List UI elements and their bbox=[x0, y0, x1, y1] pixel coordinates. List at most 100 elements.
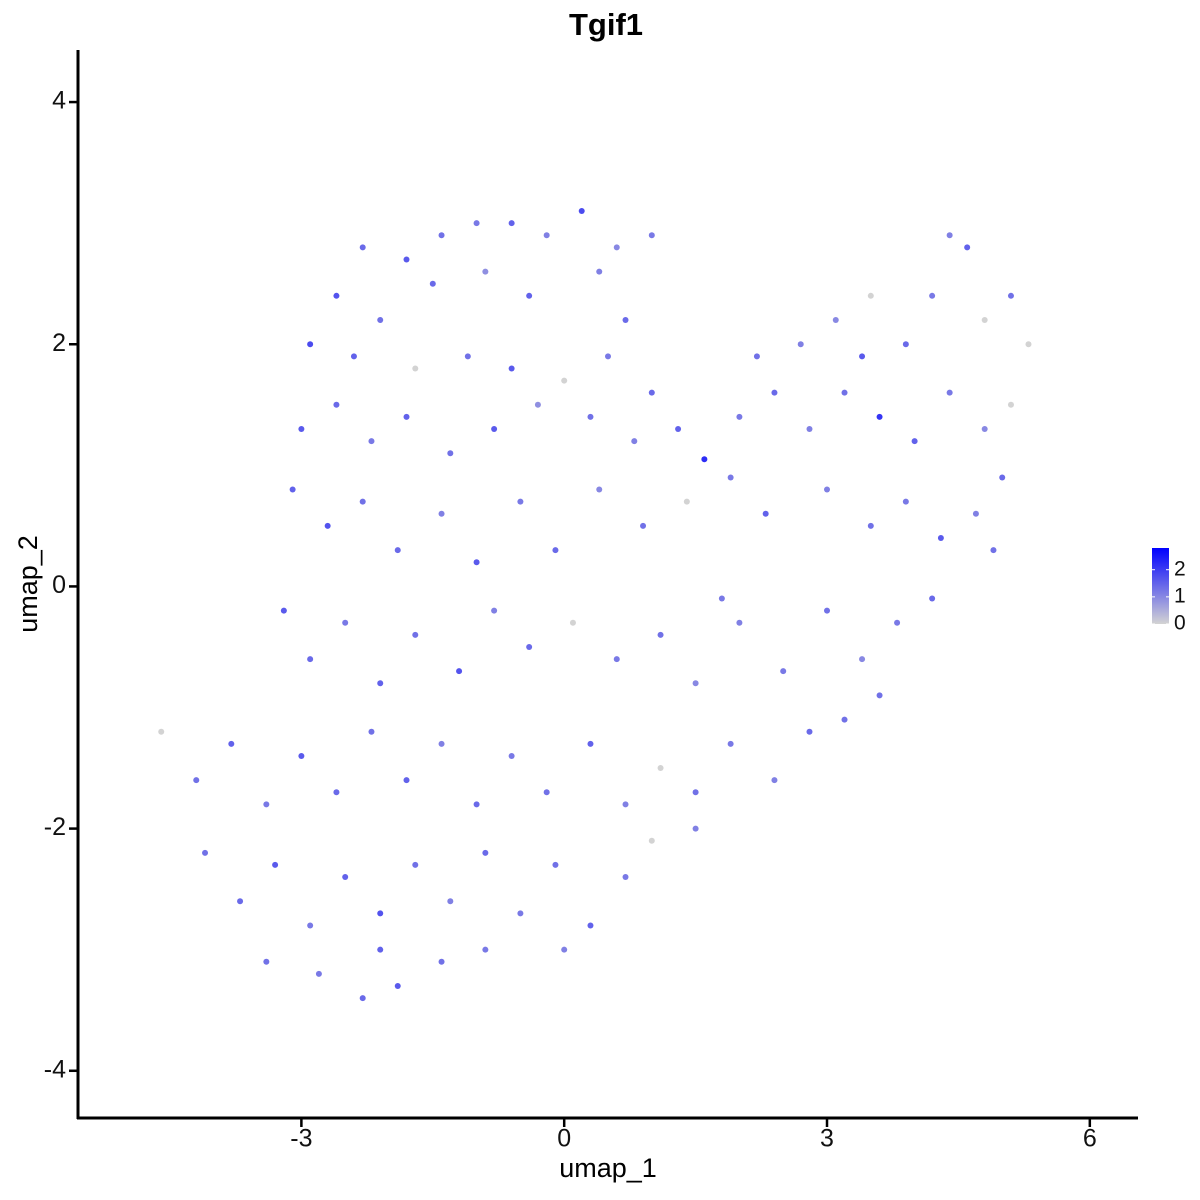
point bbox=[911, 438, 918, 445]
point bbox=[876, 413, 883, 420]
point bbox=[543, 232, 550, 239]
point bbox=[622, 317, 629, 324]
point bbox=[482, 849, 489, 856]
point bbox=[648, 389, 655, 396]
point bbox=[683, 498, 690, 505]
point bbox=[307, 922, 314, 929]
point bbox=[569, 619, 576, 626]
point bbox=[289, 486, 296, 493]
point bbox=[640, 522, 647, 529]
point bbox=[280, 607, 287, 614]
point bbox=[990, 547, 997, 554]
point bbox=[648, 232, 655, 239]
point bbox=[508, 220, 515, 227]
point bbox=[841, 716, 848, 723]
point bbox=[832, 317, 839, 324]
point bbox=[307, 341, 314, 348]
point bbox=[412, 365, 419, 372]
point bbox=[193, 777, 200, 784]
point bbox=[675, 426, 682, 433]
point bbox=[937, 534, 944, 541]
point bbox=[806, 426, 813, 433]
point bbox=[561, 377, 568, 384]
point bbox=[1025, 341, 1032, 348]
point bbox=[972, 510, 979, 517]
y-tick-label: 0 bbox=[52, 571, 66, 599]
colorbar-label: 2 bbox=[1174, 557, 1186, 580]
point bbox=[981, 317, 988, 324]
point bbox=[368, 438, 375, 445]
point bbox=[753, 353, 760, 360]
point bbox=[736, 413, 743, 420]
colorbar-label: 1 bbox=[1174, 584, 1186, 607]
point bbox=[657, 765, 664, 772]
point bbox=[438, 232, 445, 239]
point bbox=[929, 595, 936, 602]
point bbox=[727, 474, 734, 481]
point bbox=[359, 498, 366, 505]
point bbox=[438, 510, 445, 517]
point bbox=[762, 510, 769, 517]
point bbox=[902, 341, 909, 348]
point bbox=[517, 910, 524, 917]
point bbox=[377, 680, 384, 687]
point bbox=[438, 958, 445, 965]
point bbox=[824, 486, 831, 493]
y-tick-label: -4 bbox=[44, 1055, 66, 1083]
point bbox=[692, 789, 699, 796]
point bbox=[394, 983, 401, 990]
point bbox=[263, 801, 270, 808]
point bbox=[613, 244, 620, 251]
point bbox=[946, 389, 953, 396]
point bbox=[237, 898, 244, 905]
point bbox=[342, 874, 349, 881]
point bbox=[158, 728, 165, 735]
point bbox=[412, 631, 419, 638]
y-tick-label: 4 bbox=[52, 87, 66, 115]
point bbox=[298, 426, 305, 433]
point bbox=[482, 268, 489, 275]
point bbox=[324, 522, 331, 529]
point bbox=[1007, 401, 1014, 408]
point bbox=[368, 728, 375, 735]
point bbox=[377, 317, 384, 324]
point bbox=[1007, 292, 1014, 299]
point bbox=[342, 619, 349, 626]
colorbar-label: 0 bbox=[1174, 612, 1186, 635]
point bbox=[333, 401, 340, 408]
point bbox=[412, 861, 419, 868]
point bbox=[692, 680, 699, 687]
point bbox=[578, 208, 585, 215]
point bbox=[508, 752, 515, 759]
point bbox=[517, 498, 524, 505]
point bbox=[456, 668, 463, 675]
point bbox=[622, 801, 629, 808]
point bbox=[824, 607, 831, 614]
point bbox=[631, 438, 638, 445]
point bbox=[859, 353, 866, 360]
point bbox=[692, 825, 699, 832]
point bbox=[596, 268, 603, 275]
y-tick-label: 2 bbox=[52, 329, 66, 357]
point bbox=[929, 292, 936, 299]
point bbox=[867, 522, 874, 529]
point bbox=[876, 692, 883, 699]
y-axis-label: umap_2 bbox=[13, 535, 43, 633]
point bbox=[622, 874, 629, 881]
point bbox=[307, 656, 314, 663]
point bbox=[333, 292, 340, 299]
y-tick-label: -2 bbox=[44, 813, 66, 841]
point bbox=[981, 426, 988, 433]
point bbox=[403, 777, 410, 784]
point bbox=[534, 401, 541, 408]
point bbox=[718, 595, 725, 602]
point bbox=[596, 486, 603, 493]
colorbar bbox=[1152, 548, 1169, 624]
point bbox=[473, 220, 480, 227]
point bbox=[508, 365, 515, 372]
point bbox=[867, 292, 874, 299]
point bbox=[526, 292, 533, 299]
point bbox=[727, 740, 734, 747]
point bbox=[806, 728, 813, 735]
